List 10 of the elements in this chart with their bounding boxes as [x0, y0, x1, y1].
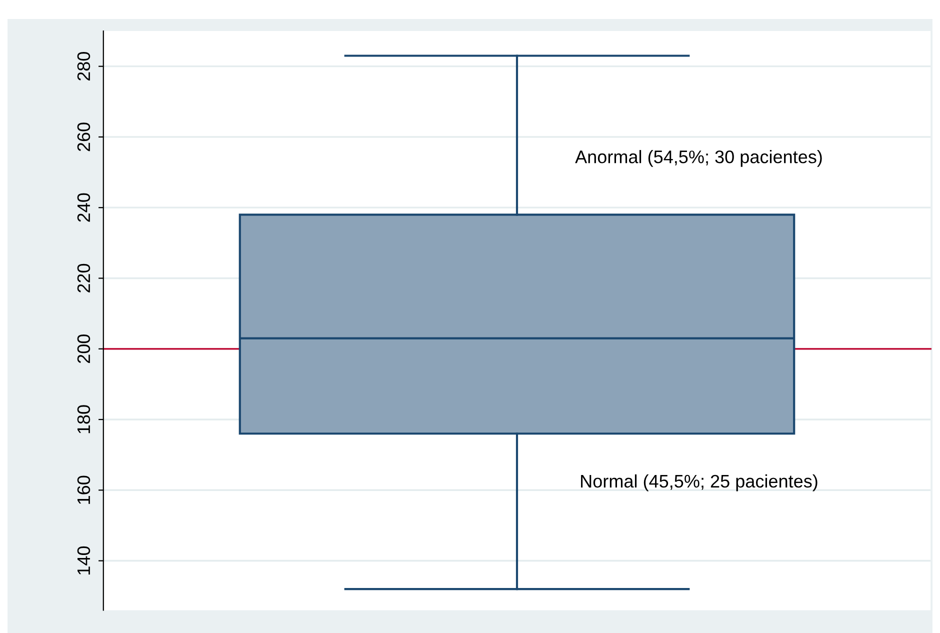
y-tick-label: 220: [77, 264, 90, 292]
y-tick-label: 200: [77, 334, 90, 364]
y-tick-label: 180: [77, 405, 90, 434]
y-tick-label: 160: [77, 476, 90, 504]
annotation: Normal (45,5%; 25 pacientes): [581, 474, 818, 492]
y-tick-label: 140: [77, 546, 90, 574]
y-tick-label: 240: [77, 193, 90, 222]
annotation: Anormal (54,5%; 30 pacientes): [575, 150, 822, 167]
y-tick-label: 280: [77, 52, 90, 80]
y-tick-label: 260: [77, 122, 90, 152]
